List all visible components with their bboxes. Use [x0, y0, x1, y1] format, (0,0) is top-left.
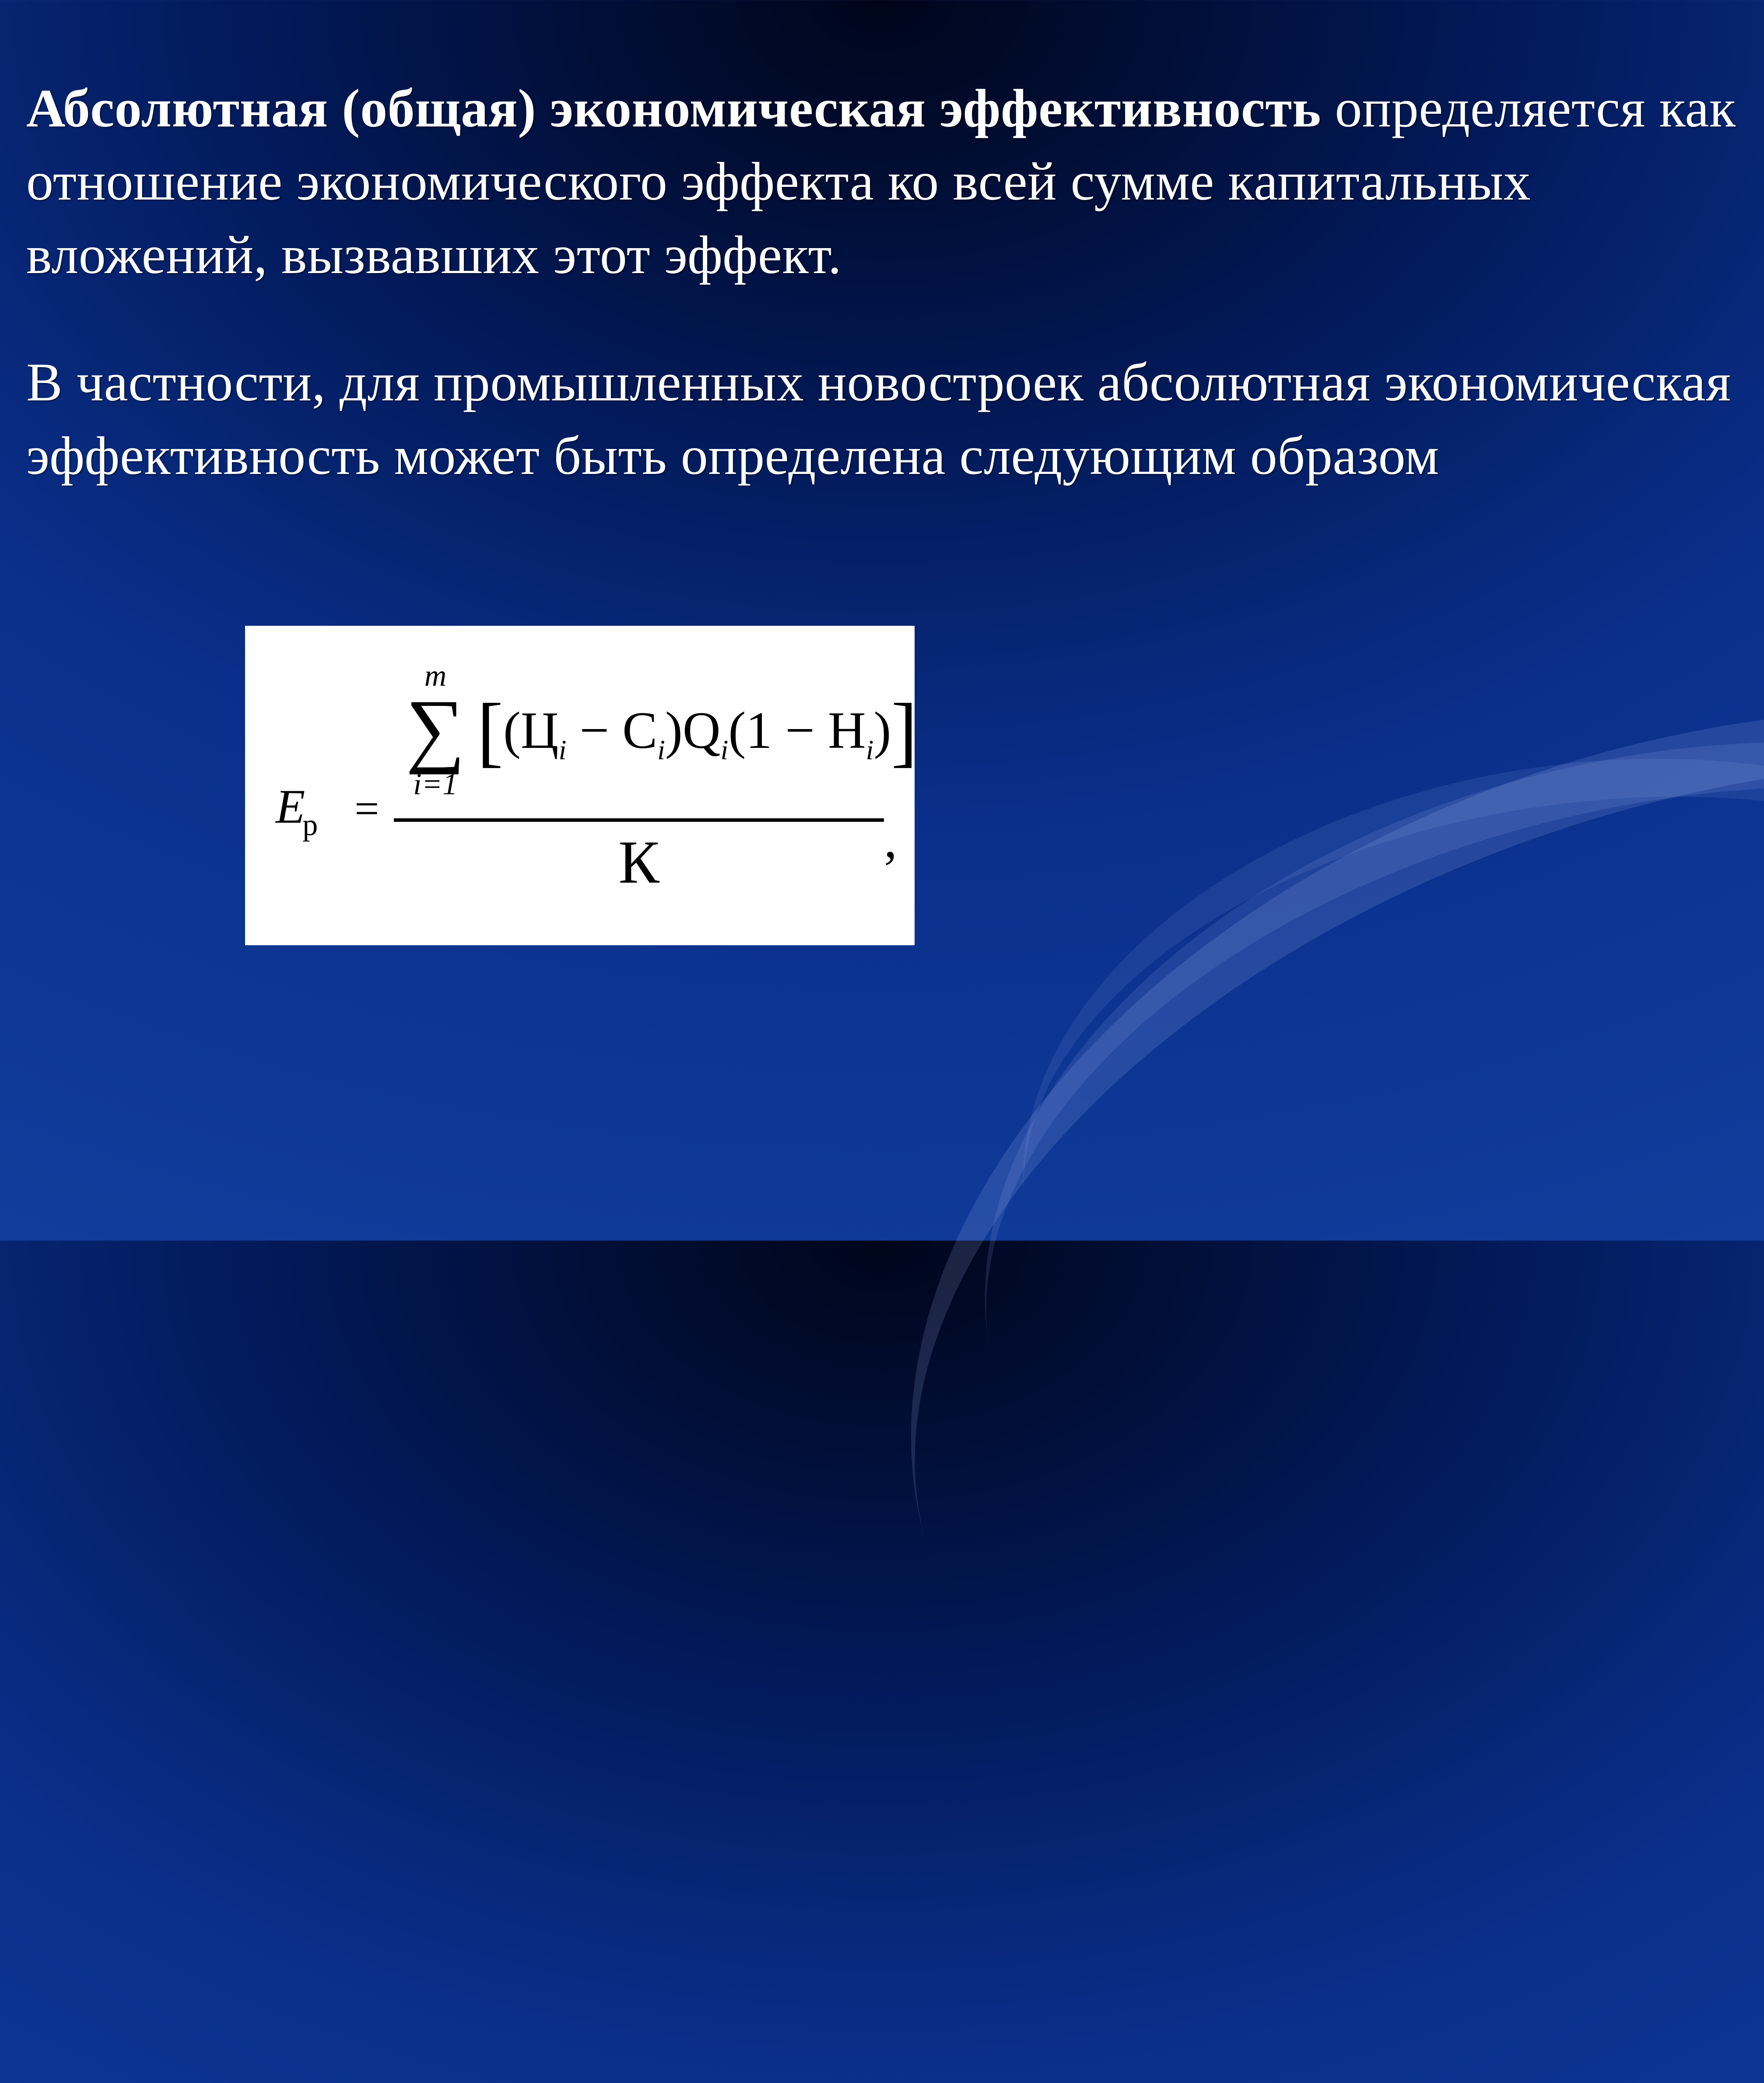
formula-lhs-sub: p	[302, 808, 318, 842]
formula-sum: m ∑ i=1	[398, 661, 473, 800]
sub-i: i	[721, 734, 729, 765]
bracket-left: [	[477, 687, 503, 775]
formula: Ep = m ∑ i=1 [(Цi − Сi)Qi(1 − Нi)] К ,	[245, 626, 915, 945]
formula-sum-symbol: ∑	[398, 694, 473, 765]
formula-numerator: m ∑ i=1 [(Цi − Сi)Qi(1 − Нi)]	[394, 643, 884, 818]
sub-i: i	[657, 734, 665, 765]
formula-box: Ep = m ∑ i=1 [(Цi − Сi)Qi(1 − Нi)] К ,	[245, 626, 915, 945]
one: 1	[746, 701, 772, 759]
var-cost: С	[622, 701, 657, 759]
paren-open: (	[503, 701, 521, 759]
decorative-swoosh	[896, 619, 1764, 1813]
var-price: Ц	[521, 701, 559, 759]
minus: −	[772, 701, 828, 759]
formula-lhs-base: E	[276, 780, 305, 833]
formula-trailing-comma: ,	[884, 810, 897, 870]
var-q: Q	[683, 701, 721, 759]
sub-i: i	[559, 734, 567, 765]
formula-equals: =	[354, 783, 379, 834]
minus: −	[566, 701, 622, 759]
heading-bold: Абсолютная (общая) экономическая эффекти…	[26, 78, 1321, 138]
formula-fraction: m ∑ i=1 [(Цi − Сi)Qi(1 − Нi)] К	[394, 643, 884, 932]
paragraph-1: Абсолютная (общая) экономическая эффекти…	[26, 72, 1738, 291]
bracket-right: ]	[891, 687, 917, 775]
formula-numerator-expression: [(Цi − Сi)Qi(1 − Нi)]	[477, 700, 917, 761]
formula-denominator: К	[394, 827, 884, 898]
sub-i: i	[866, 734, 874, 765]
formula-fraction-line	[394, 818, 884, 822]
slide-content: Абсолютная (общая) экономическая эффекти…	[26, 18, 1738, 547]
formula-lhs: Ep	[276, 779, 320, 835]
paragraph-2: В частности, для промышленных новостроек…	[26, 346, 1738, 492]
paren-close: )	[873, 701, 891, 759]
var-h: Н	[828, 701, 866, 759]
decorative-swoosh	[974, 688, 1764, 1578]
paren-close: )	[665, 701, 683, 759]
paren-open: (	[728, 701, 746, 759]
